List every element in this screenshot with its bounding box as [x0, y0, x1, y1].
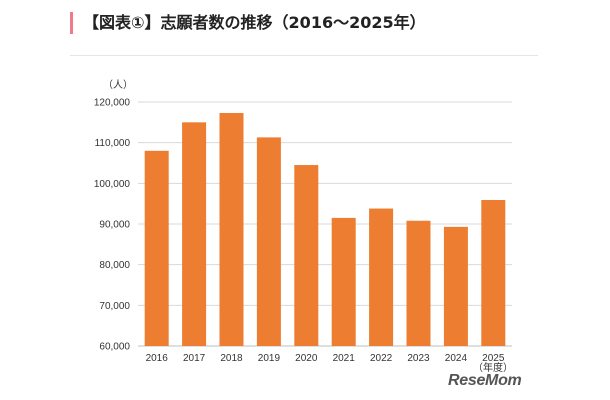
- bar-2021: [331, 217, 356, 346]
- bar-2019: [256, 137, 281, 346]
- title-divider: [70, 55, 538, 56]
- bar-2024: [443, 226, 468, 346]
- x-tick-labels: 2016 2017 2018 2019 2020 2021 2022 2023 2024 2025: [146, 353, 505, 364]
- bar-2022: [369, 208, 394, 346]
- x-tick-label: 2023: [407, 353, 430, 364]
- x-tick-label: 2020: [295, 353, 318, 364]
- x-tick-label: 2025: [482, 353, 505, 364]
- x-tick-label: 2021: [333, 353, 356, 364]
- bar-2016: [144, 150, 169, 346]
- bar-2018: [219, 112, 244, 346]
- bars: [144, 112, 506, 346]
- y-tick-label: 90,000: [99, 220, 130, 231]
- page-title: 【図表①】志願者数の推移（2016〜2025年）: [83, 13, 426, 32]
- bar-2020: [294, 165, 319, 346]
- y-tick-labels: 60,000 70,000 80,000 90,000 100,000 110,000 12…: [94, 98, 131, 353]
- y-tick-label: 100,000: [94, 179, 131, 190]
- y-axis-unit: （人）: [103, 79, 133, 91]
- y-tick-label: 120,000: [94, 98, 131, 109]
- y-tick-label: 80,000: [99, 260, 130, 271]
- x-tick-label: 2019: [258, 353, 281, 364]
- x-tick-label: 2024: [445, 353, 468, 364]
- x-axis-unit: （年度）: [473, 361, 513, 374]
- x-tick-label: 2018: [220, 353, 243, 364]
- y-tick-label: 70,000: [99, 301, 130, 312]
- resemom-logo: ReseMom: [448, 372, 522, 389]
- x-tick-label: 2017: [183, 353, 206, 364]
- x-tick-label: 2016: [146, 353, 169, 364]
- bar-2023: [406, 220, 431, 346]
- x-tick-label: 2022: [370, 353, 393, 364]
- bar-2025: [481, 200, 506, 346]
- bar-2017: [182, 122, 207, 346]
- y-tick-label: 110,000: [95, 138, 131, 149]
- title-bar: 【図表①】志願者数の推移（2016〜2025年）: [70, 12, 426, 34]
- y-tick-label: 60,000: [99, 342, 130, 353]
